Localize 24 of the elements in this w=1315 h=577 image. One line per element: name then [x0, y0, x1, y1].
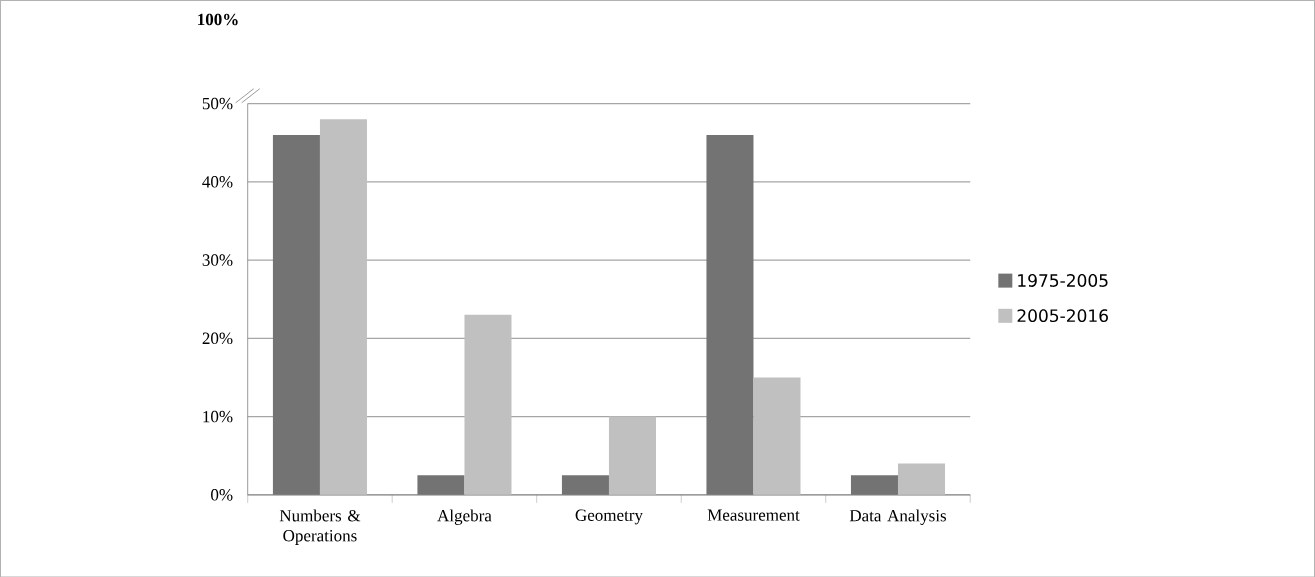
x-tick-label: Geometry: [575, 509, 643, 525]
y-tick-label: 30%: [202, 254, 233, 266]
bar: [561, 475, 609, 495]
legend-label: 1975-2005: [1018, 273, 1108, 287]
x-tick-label: Data Analysis: [849, 509, 947, 525]
y-tick-label: 20%: [202, 332, 233, 344]
y-tick-label: 0%: [211, 488, 233, 501]
y-tick-label: 40%: [202, 175, 233, 188]
bar: [897, 463, 946, 495]
legend-label: 2005-2016: [1017, 309, 1108, 322]
bar: [706, 134, 754, 495]
bar: [464, 314, 512, 495]
bar: [319, 119, 367, 495]
x-tick-label: Numbers & Operations: [279, 509, 361, 545]
bar: [608, 416, 657, 495]
bar: [272, 134, 320, 495]
y-tick-label: 10%: [203, 410, 233, 423]
text: 100%: [198, 13, 238, 26]
bar: [850, 475, 898, 495]
bar: [753, 377, 801, 495]
x-tick-label: Measurement: [707, 509, 800, 521]
x-tick-label: Algebra: [437, 509, 492, 525]
y-tick-label: 50%: [202, 97, 233, 110]
bar: [417, 475, 465, 495]
